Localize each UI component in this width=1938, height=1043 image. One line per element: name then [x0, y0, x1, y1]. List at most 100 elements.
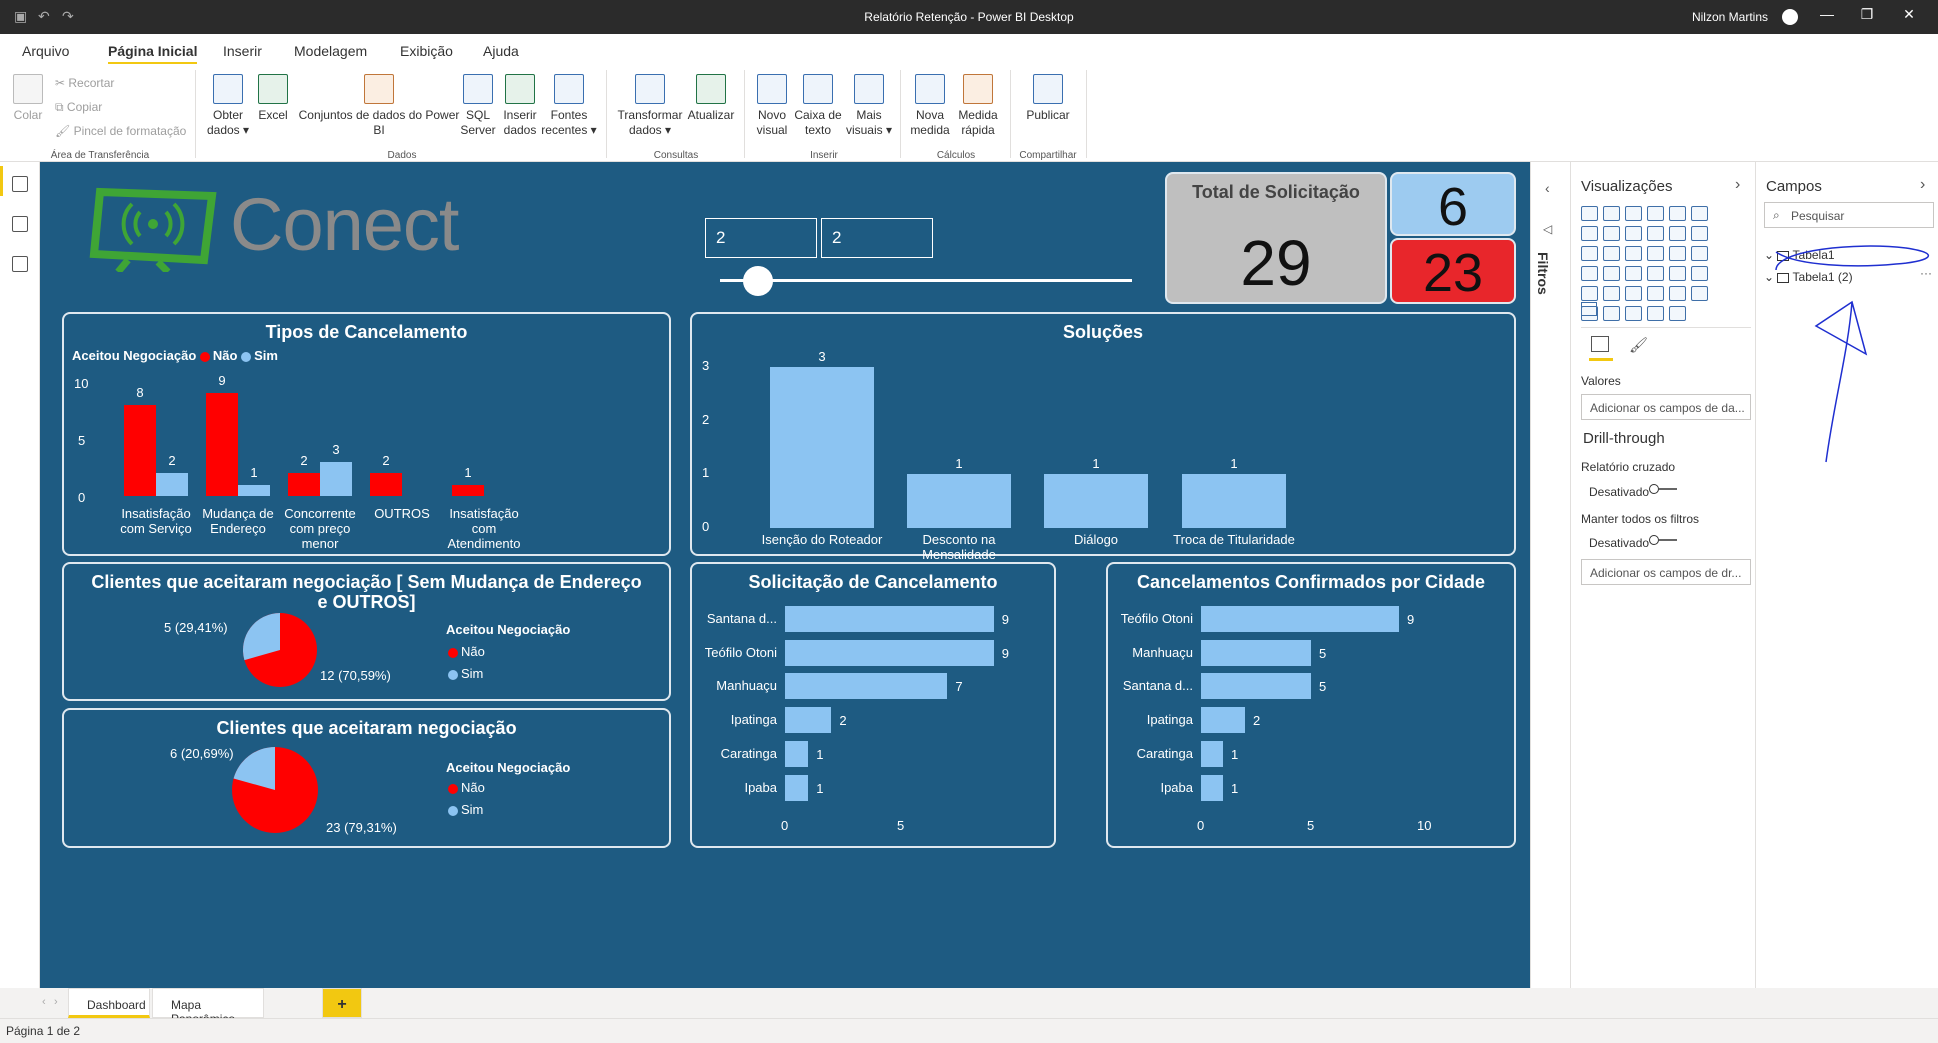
waterfall-icon[interactable] — [1581, 246, 1598, 261]
bar-sim[interactable] — [238, 484, 270, 496]
relatorio-cruzado-toggle[interactable] — [1649, 483, 1679, 495]
table-visual-icon[interactable] — [1603, 286, 1620, 301]
solucoes-visual[interactable]: Soluções 3 2 1 0 3 Isenção do Roteador 1 De… — [690, 312, 1516, 562]
cidades-visual[interactable]: Cancelamentos Confirmados por Cidade Teó… — [1106, 562, 1516, 848]
ribbon-chart-icon[interactable] — [1691, 226, 1708, 241]
custom-visual-icon[interactable] — [1581, 302, 1597, 316]
bar[interactable] — [785, 639, 994, 666]
100-bar-icon[interactable] — [1669, 206, 1686, 221]
clustered-column-icon[interactable] — [1647, 206, 1664, 221]
model-view-icon[interactable] — [12, 256, 28, 272]
bar[interactable] — [785, 606, 994, 632]
clustered-bar-icon[interactable] — [1625, 206, 1642, 221]
data-view-icon[interactable] — [12, 216, 28, 232]
qa-icon[interactable] — [1603, 306, 1620, 321]
pincel-button[interactable]: 🖌 Pincel de formatação — [55, 124, 187, 138]
search-box[interactable]: ⌕ Pesquisar — [1764, 202, 1934, 228]
key-influencers-icon[interactable] — [1691, 286, 1708, 301]
redo-icon[interactable]: ↷ — [62, 8, 74, 24]
pie1-chart[interactable] — [242, 612, 318, 688]
pie2-visual[interactable]: Clientes que aceitaram negociação 6 (20,… — [62, 708, 671, 848]
table-item[interactable]: ⌄ Tabela1 (2) — [1764, 270, 1853, 284]
stacked-column-icon[interactable] — [1603, 206, 1620, 221]
bar-nao[interactable] — [206, 393, 238, 496]
map-icon[interactable] — [1581, 266, 1598, 281]
add-page-button[interactable]: + — [322, 988, 362, 1018]
minimize-icon[interactable]: — — [1820, 6, 1834, 22]
tab-dashboard[interactable]: Dashboard — [68, 988, 150, 1018]
menu-exibicao[interactable]: Exibição — [400, 43, 453, 59]
bar[interactable] — [1201, 673, 1311, 700]
transformar-dados-button[interactable]: Transformar dados ▾ — [614, 74, 686, 138]
funnel-icon[interactable] — [1603, 246, 1620, 261]
kpi-icon[interactable] — [1691, 266, 1708, 281]
table-item[interactable]: ⌄ Tabela1 — [1764, 248, 1835, 262]
bar[interactable] — [1201, 707, 1245, 734]
slicer-track[interactable] — [720, 279, 1132, 282]
pie2-slice-sim[interactable] — [233, 747, 275, 790]
close-icon[interactable]: ✕ — [1903, 6, 1915, 22]
paginated-icon[interactable] — [1647, 306, 1664, 321]
publicar-button[interactable]: Publicar — [1018, 74, 1078, 123]
bar-sim[interactable] — [320, 461, 352, 496]
bar[interactable] — [785, 740, 809, 767]
search-input[interactable]: Pesquisar — [1791, 209, 1845, 223]
colar-button[interactable]: Colar — [10, 74, 46, 123]
matrix-icon[interactable] — [1625, 286, 1642, 301]
save-icon[interactable]: ▣ — [14, 8, 28, 24]
inserir-dados-button[interactable]: Inserir dados — [500, 74, 540, 138]
stacked-area-icon[interactable] — [1625, 226, 1642, 241]
r-visual-icon[interactable] — [1647, 286, 1664, 301]
menu-pagina-inicial[interactable]: Página Inicial — [108, 43, 198, 65]
slicer-max-input[interactable]: 2 — [821, 218, 933, 258]
bar[interactable] — [1201, 774, 1223, 801]
bar-nao[interactable] — [124, 404, 156, 496]
obter-dados-button[interactable]: Obter dados ▾ — [204, 74, 252, 138]
conjuntos-button[interactable]: Conjuntos de dados do Power BI — [294, 74, 464, 138]
mais-visuais-button[interactable]: Mais visuais ▾ — [844, 74, 894, 138]
pie-icon[interactable] — [1647, 246, 1664, 261]
menu-arquivo[interactable]: Arquivo — [22, 43, 70, 59]
scatter-icon[interactable] — [1625, 246, 1642, 261]
bar[interactable] — [1182, 474, 1286, 528]
novo-visual-button[interactable]: Novo visual — [752, 74, 792, 138]
line-clustered-icon[interactable] — [1669, 226, 1686, 241]
bar[interactable] — [907, 474, 1011, 528]
bar[interactable] — [785, 707, 832, 734]
bar[interactable] — [1201, 639, 1311, 666]
gauge-icon[interactable] — [1625, 266, 1642, 281]
medida-rapida-button[interactable]: Medida rápida — [954, 74, 1002, 138]
pie2-chart[interactable] — [231, 746, 319, 834]
bar[interactable] — [785, 673, 948, 700]
bar[interactable] — [1201, 606, 1399, 632]
more-visuals-icon[interactable] — [1669, 306, 1686, 321]
nova-medida-button[interactable]: Nova medida — [908, 74, 952, 138]
filters-pane-collapsed[interactable]: ‹ ◁ Filtros — [1530, 162, 1570, 988]
excel-button[interactable]: Excel — [256, 74, 290, 123]
stacked-bar-icon[interactable] — [1581, 206, 1598, 221]
copiar-button[interactable]: ⧉ Copiar — [55, 100, 103, 114]
chevron-left-icon[interactable]: ‹ — [1545, 180, 1550, 196]
donut-icon[interactable] — [1669, 246, 1686, 261]
format-roller-icon[interactable]: 🖌 — [1629, 337, 1649, 354]
undo-icon[interactable]: ↶ — [38, 8, 50, 24]
manter-filtros-toggle[interactable] — [1649, 534, 1679, 546]
restore-icon[interactable]: ❐ — [1860, 6, 1874, 22]
card-icon[interactable] — [1647, 266, 1664, 281]
menu-inserir[interactable]: Inserir — [223, 43, 262, 59]
bar-nao[interactable] — [452, 484, 484, 496]
slicer-icon[interactable] — [1581, 286, 1598, 301]
tab-scroll-left-icon[interactable]: ‹ — [42, 996, 46, 1008]
menu-modelagem[interactable]: Modelagem — [294, 43, 368, 59]
line-column-icon[interactable] — [1647, 226, 1664, 241]
slicer-min-input[interactable]: 2 — [705, 218, 817, 258]
report-view-icon[interactable] — [12, 176, 28, 192]
add-drill-field[interactable]: Adicionar os campos de dr... — [1581, 559, 1751, 585]
add-values-field[interactable]: Adicionar os campos de da... — [1581, 394, 1751, 420]
pie1-visual[interactable]: Clientes que aceitaram negociação [ Sem … — [62, 562, 671, 701]
filled-map-icon[interactable] — [1603, 266, 1620, 281]
solicitacao-visual[interactable]: Solicitação de Cancelamento Santana d...… — [690, 562, 1056, 848]
bar[interactable] — [785, 774, 809, 801]
slicer-handle[interactable] — [743, 266, 773, 296]
recortar-button[interactable]: ✂ Recortar — [55, 76, 115, 90]
